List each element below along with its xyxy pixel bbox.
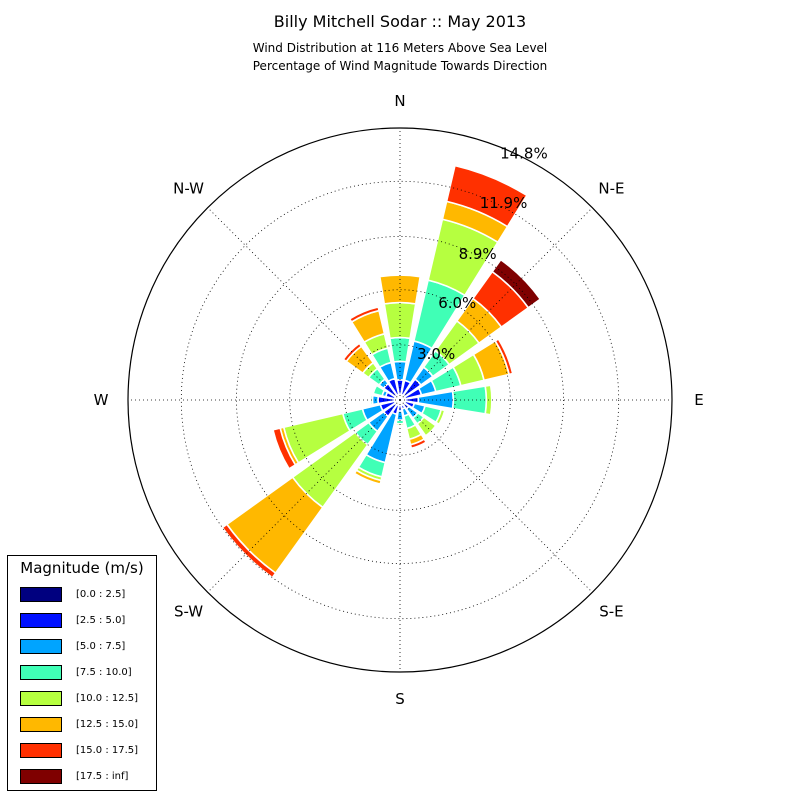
bar-dir-157.5-bin-6 <box>409 437 428 450</box>
legend-label: [5.0 : 7.5] <box>76 641 126 652</box>
chart-title: Billy Mitchell Sodar :: May 2013 <box>273 12 527 31</box>
radial-grid-circle <box>180 180 620 620</box>
direction-label-s-e: S-E <box>599 602 623 620</box>
legend-label: [12.5 : 15.0] <box>76 719 139 730</box>
legend-label: [10.0 : 12.5] <box>76 693 139 704</box>
outer-circle <box>127 127 673 673</box>
wind-rose-bars <box>221 164 542 579</box>
angular-grid-line <box>207 207 401 401</box>
bar-dir-337.5-bin-6 <box>348 305 380 324</box>
chart-subtitle-line-2: Percentage of Wind Magnitude Towards Dir… <box>252 59 548 73</box>
angular-grid-line <box>399 399 593 593</box>
legend-swatch <box>20 587 62 602</box>
legend-label: [2.5 : 5.0] <box>76 615 126 626</box>
direction-label-n-w: N-W <box>173 180 204 198</box>
legend-swatch <box>20 665 62 680</box>
wind-rose-labels: N N-E E S-E S S-W W N-W 3.0% 6.0% 8.9% 11.9% 14.8% <box>94 92 704 708</box>
radial-tick-label: 6.0% <box>438 294 476 312</box>
radial-tick-label: 14.8% <box>500 145 548 163</box>
direction-label-e: E <box>694 391 703 409</box>
legend-swatch <box>20 743 62 758</box>
legend-swatch <box>20 613 62 628</box>
radial-tick-label: 8.9% <box>459 245 497 263</box>
radial-grid-circle <box>236 236 564 564</box>
bar-dir-0-bin-3 <box>388 336 412 363</box>
bar-dir-22.5-bin-6 <box>445 164 528 228</box>
radial-grid-circle <box>344 344 456 456</box>
legend-swatch <box>20 769 62 784</box>
radial-tick-label: 3.0% <box>417 345 455 363</box>
legend-swatch <box>20 717 62 732</box>
chart-subtitle-line-1: Wind Distribution at 116 Meters Above Se… <box>252 41 548 55</box>
radial-tick-label: 11.9% <box>480 194 528 212</box>
bar-dir-202.5-bin-5 <box>353 469 383 486</box>
radial-grid-circle <box>289 289 511 511</box>
bar-dir-67.5-bin-6 <box>494 337 514 376</box>
wind-rose-grid <box>127 127 673 673</box>
bar-dir-225-bin-6 <box>221 523 277 579</box>
legend: Magnitude (m/s) [0.0 : 2.5] [2.5 : 5.0] [5… <box>7 555 157 791</box>
bar-dir-0-bin-2 <box>392 360 408 381</box>
bar-dir-315-bin-6 <box>342 342 363 363</box>
legend-label: [17.5 : inf] <box>76 771 129 782</box>
direction-label-n-e: N-E <box>598 180 624 198</box>
bar-dir-0-bin-5 <box>378 274 422 305</box>
legend-swatch <box>20 691 62 706</box>
direction-label-w: W <box>94 391 109 409</box>
bar-dir-247.5-bin-6 <box>271 427 297 470</box>
legend-label: [7.5 : 10.0] <box>76 667 132 678</box>
bar-dir-90-bin-3 <box>451 385 488 415</box>
direction-label-n: N <box>394 92 405 110</box>
bar-dir-292.5-bin-3 <box>372 384 386 397</box>
direction-label-s-w: S-W <box>174 602 203 620</box>
legend-title: Magnitude (m/s) <box>20 559 144 577</box>
legend-swatch <box>20 639 62 654</box>
legend-label: [15.0 : 17.5] <box>76 745 139 756</box>
bar-dir-112.5-bin-4 <box>434 408 446 426</box>
direction-label-s: S <box>395 690 405 708</box>
legend-label: [0.0 : 2.5] <box>76 589 126 600</box>
